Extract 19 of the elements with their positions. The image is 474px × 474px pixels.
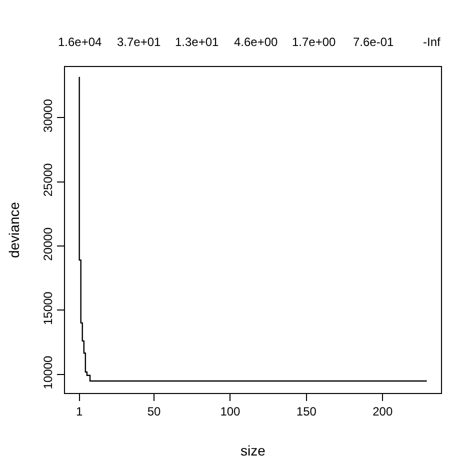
text: 7.6e-01 <box>353 35 394 49</box>
text: 4.6e+00 <box>234 35 278 49</box>
x-tick-label: 200 <box>372 404 393 418</box>
y-axis-title: deviance <box>6 202 22 258</box>
text: -Inf <box>423 35 442 49</box>
y-tick-label: 10000 <box>41 356 56 390</box>
text: 1.7e+00 <box>292 35 336 49</box>
text: 1.3e+01 <box>175 35 220 49</box>
x-axis-title: size <box>240 442 266 459</box>
x-tick-label: 150 <box>296 404 317 418</box>
y-tick-label: 20000 <box>41 227 56 261</box>
y-tick-label: 30000 <box>41 98 56 132</box>
x-tick-label: 100 <box>220 404 241 418</box>
text: 1.6e+04 <box>58 35 102 49</box>
x-tick-label: 1 <box>76 404 83 418</box>
y-tick-label: 25000 <box>41 162 56 197</box>
x-tick-label: 50 <box>147 404 162 418</box>
text: 3.7e+01 <box>117 35 162 49</box>
y-tick-label: 15000 <box>41 291 56 326</box>
